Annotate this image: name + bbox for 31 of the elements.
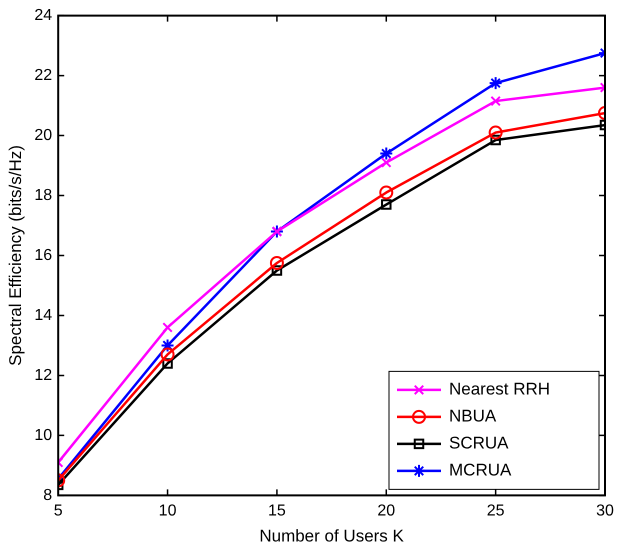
legend-label: SCRUA — [449, 434, 510, 453]
y-tick-label: 18 — [34, 186, 52, 204]
point — [379, 146, 394, 161]
point — [162, 358, 173, 369]
point — [160, 347, 175, 362]
point — [162, 322, 173, 333]
x-tick-label: 15 — [268, 502, 286, 520]
y-tick-label: 12 — [34, 366, 52, 384]
point — [381, 157, 392, 168]
y-tick-label: 8 — [43, 486, 52, 504]
legend-label: NBUA — [449, 406, 497, 426]
point — [160, 338, 175, 352]
y-axis-title: Spectral Efficiency (bits/s/Hz) — [6, 145, 25, 366]
point — [379, 186, 394, 200]
x-tick-label: 30 — [596, 502, 614, 520]
legend-label: MCRUA — [449, 460, 512, 480]
x-axis-title: Number of Users K — [259, 526, 405, 546]
point — [272, 265, 282, 276]
x-tick-label: 20 — [377, 502, 396, 520]
x-tick-label: 10 — [158, 502, 177, 520]
y-tick-label: 20 — [34, 126, 52, 144]
y-tick-label: 24 — [34, 7, 52, 24]
point — [270, 256, 284, 270]
x-tick-label: 5 — [54, 502, 63, 520]
y-tick-label: 14 — [34, 306, 52, 324]
legend-label: Nearest RRH — [449, 380, 550, 399]
y-tick-label: 22 — [34, 66, 52, 84]
y-tick-label: 16 — [34, 246, 52, 264]
y-tick-label: 10 — [34, 426, 52, 444]
point — [381, 199, 392, 210]
x-tick-label: 25 — [486, 502, 505, 520]
